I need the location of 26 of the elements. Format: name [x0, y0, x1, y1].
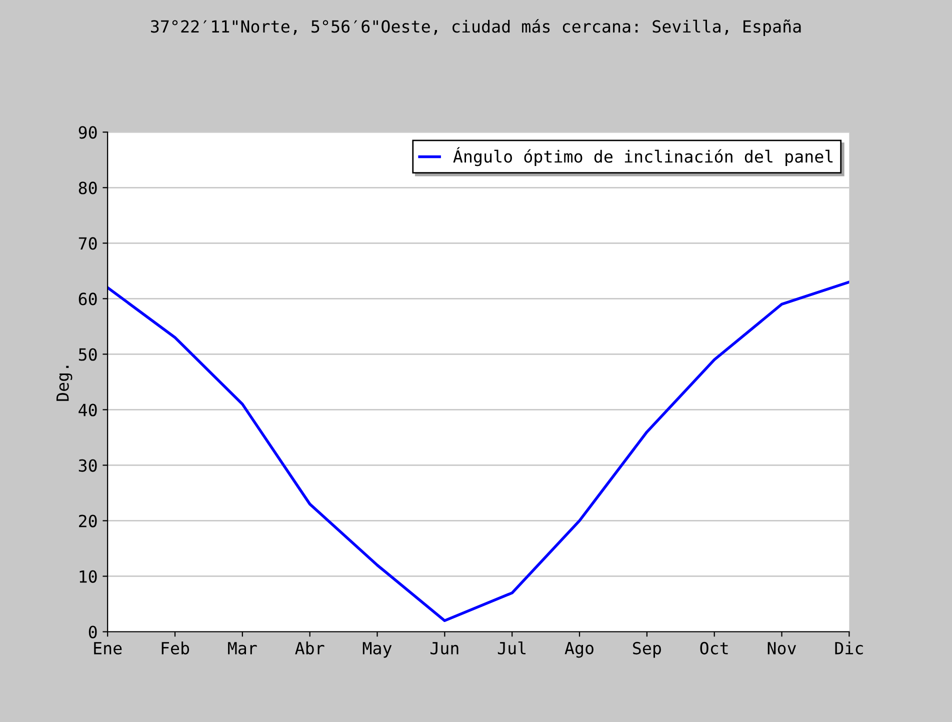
x-tick-label: Ago	[564, 642, 594, 658]
y-tick-label: 10	[80, 570, 97, 583]
x-tick-label: Ene	[94, 642, 122, 654]
y-tick-label: 70	[78, 237, 97, 250]
x-tick-label: Feb	[162, 642, 190, 654]
y-tick-label: 80	[78, 182, 97, 194]
y-axis-title: Deg.	[56, 366, 72, 401]
legend-label: Ángulo óptimo de inclinación del panel	[453, 147, 833, 166]
y-tick-label: 60	[78, 292, 97, 306]
x-tick-label: Mar	[228, 642, 257, 654]
x-tick-label: Oct	[700, 642, 728, 654]
y-tick-label: 0	[88, 626, 97, 638]
x-tick-label: Jun	[430, 642, 458, 654]
line-series	[108, 280, 850, 622]
y-tick-label: 90	[78, 126, 97, 139]
y-tick-label: 30	[78, 459, 97, 472]
y-tick-label: 50	[78, 348, 97, 361]
x-tick-label: Dic	[835, 642, 863, 654]
chart-title: 37°22′11"Norte, 5°56′6"Oeste, ciudad más cercana: Sevilla, España	[151, 19, 801, 36]
y-tick-label: 40	[78, 404, 97, 416]
x-tick-label: Sep	[633, 642, 661, 658]
x-tick-label: Abr	[295, 642, 324, 654]
x-tick-label: Jul	[498, 641, 526, 654]
x-tick-label: Nov	[768, 642, 796, 654]
x-tick-label: May	[362, 642, 392, 658]
y-tick-label: 20	[79, 514, 97, 528]
